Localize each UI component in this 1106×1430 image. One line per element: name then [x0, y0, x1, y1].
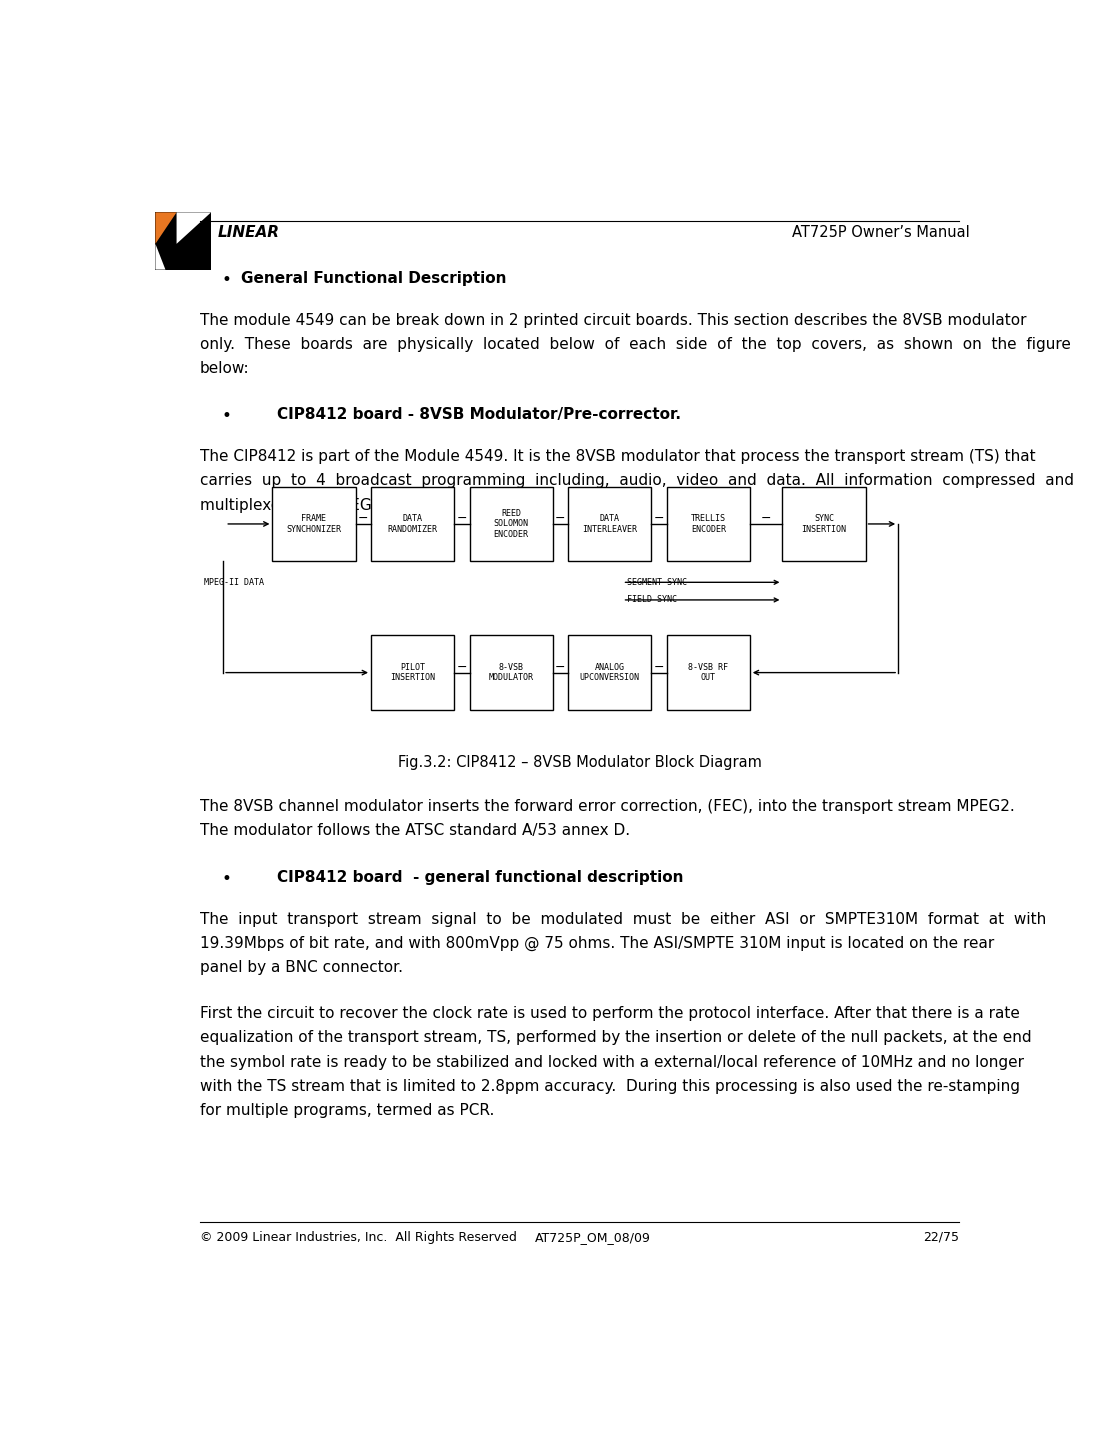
- Text: Fig.3.2: CIP8412 – 8VSB Modulator Block Diagram: Fig.3.2: CIP8412 – 8VSB Modulator Block …: [398, 755, 762, 771]
- Polygon shape: [155, 245, 177, 270]
- Text: −: −: [654, 661, 665, 674]
- Bar: [568, 635, 651, 711]
- Text: −: −: [457, 661, 467, 674]
- Text: SEGMENT SYNC: SEGMENT SYNC: [627, 578, 687, 586]
- Text: multiplexed in a MPEG2 format.: multiplexed in a MPEG2 format.: [200, 498, 442, 512]
- Text: First the circuit to recover the clock rate is used to perform the protocol inte: First the circuit to recover the clock r…: [200, 1007, 1020, 1021]
- Bar: [155, 212, 211, 270]
- Bar: [371, 635, 455, 711]
- Text: −: −: [761, 512, 771, 525]
- Text: −: −: [358, 512, 368, 525]
- Text: MPEG-II DATA: MPEG-II DATA: [205, 578, 264, 586]
- Text: The  input  transport  stream  signal  to  be  modulated  must  be  either  ASI : The input transport stream signal to be …: [200, 911, 1046, 927]
- Text: with the TS stream that is limited to 2.8ppm accuracy.  During this processing i: with the TS stream that is limited to 2.…: [200, 1078, 1020, 1094]
- Text: 8-VSB
MODULATOR: 8-VSB MODULATOR: [489, 664, 533, 682]
- Text: The module 4549 can be break down in 2 printed circuit boards. This section desc: The module 4549 can be break down in 2 p…: [200, 313, 1026, 327]
- Text: DATA
INTERLEAVER: DATA INTERLEAVER: [582, 515, 637, 533]
- Text: AT725P_OM_08/09: AT725P_OM_08/09: [534, 1231, 650, 1244]
- Text: 19.39Mbps of bit rate, and with 800mVpp @ 75 ohms. The ASI/SMPTE 310M input is l: 19.39Mbps of bit rate, and with 800mVpp …: [200, 935, 994, 951]
- Text: below:: below:: [200, 360, 250, 376]
- Text: •: •: [221, 869, 231, 888]
- Text: CIP8412 board  - general functional description: CIP8412 board - general functional descr…: [278, 869, 684, 885]
- Text: FRAME
SYNCHONIZER: FRAME SYNCHONIZER: [286, 515, 342, 533]
- Text: −: −: [555, 661, 565, 674]
- Text: 22/75: 22/75: [924, 1231, 959, 1244]
- Bar: [371, 486, 455, 562]
- Text: the symbol rate is ready to be stabilized and locked with a external/local refer: the symbol rate is ready to be stabilize…: [200, 1055, 1024, 1070]
- Bar: [470, 635, 553, 711]
- Text: CIP8412 board - 8VSB Modulator/Pre-corrector.: CIP8412 board - 8VSB Modulator/Pre-corre…: [278, 408, 681, 422]
- Bar: [782, 486, 866, 562]
- Text: DATA
RANDOMIZER: DATA RANDOMIZER: [387, 515, 438, 533]
- Text: FIELD SYNC: FIELD SYNC: [627, 595, 677, 605]
- Text: •: •: [221, 408, 231, 425]
- Polygon shape: [155, 245, 166, 270]
- Text: SYNC
INSERTION: SYNC INSERTION: [802, 515, 846, 533]
- Bar: [667, 486, 750, 562]
- Text: The modulator follows the ATSC standard A/53 annex D.: The modulator follows the ATSC standard …: [200, 824, 630, 838]
- Bar: [470, 486, 553, 562]
- Text: ANALOG
UPCONVERSION: ANALOG UPCONVERSION: [580, 664, 639, 682]
- Polygon shape: [177, 212, 211, 245]
- Text: The 8VSB channel modulator inserts the forward error correction, (FEC), into the: The 8VSB channel modulator inserts the f…: [200, 799, 1014, 814]
- Text: AT725P Owner’s Manual: AT725P Owner’s Manual: [792, 225, 970, 240]
- Text: 8-VSB RF
OUT: 8-VSB RF OUT: [688, 664, 728, 682]
- Text: •: •: [221, 270, 231, 289]
- Text: © 2009 Linear Industries, Inc.  All Rights Reserved: © 2009 Linear Industries, Inc. All Right…: [200, 1231, 517, 1244]
- Text: −: −: [457, 512, 467, 525]
- Text: for multiple programs, termed as PCR.: for multiple programs, termed as PCR.: [200, 1103, 494, 1118]
- Text: The CIP8412 is part of the Module 4549. It is the 8VSB modulator that process th: The CIP8412 is part of the Module 4549. …: [200, 449, 1035, 465]
- Text: LINEAR: LINEAR: [218, 225, 280, 240]
- Polygon shape: [155, 212, 177, 245]
- Text: General Functional Description: General Functional Description: [241, 270, 507, 286]
- Text: carries  up  to  4  broadcast  programming  including,  audio,  video  and  data: carries up to 4 broadcast programming in…: [200, 473, 1074, 488]
- Text: equalization of the transport stream, TS, performed by the insertion or delete o: equalization of the transport stream, TS…: [200, 1031, 1032, 1045]
- Text: TRELLIS
ENCODER: TRELLIS ENCODER: [691, 515, 726, 533]
- Bar: [568, 486, 651, 562]
- Text: only.  These  boards  are  physically  located  below  of  each  side  of  the  : only. These boards are physically locate…: [200, 336, 1071, 352]
- Bar: [667, 635, 750, 711]
- Text: −: −: [555, 512, 565, 525]
- Text: panel by a BNC connector.: panel by a BNC connector.: [200, 960, 403, 975]
- Text: REED
SOLOMON
ENCODER: REED SOLOMON ENCODER: [493, 509, 529, 539]
- Text: PILOT
INSERTION: PILOT INSERTION: [390, 664, 435, 682]
- Bar: [272, 486, 355, 562]
- Text: −: −: [654, 512, 665, 525]
